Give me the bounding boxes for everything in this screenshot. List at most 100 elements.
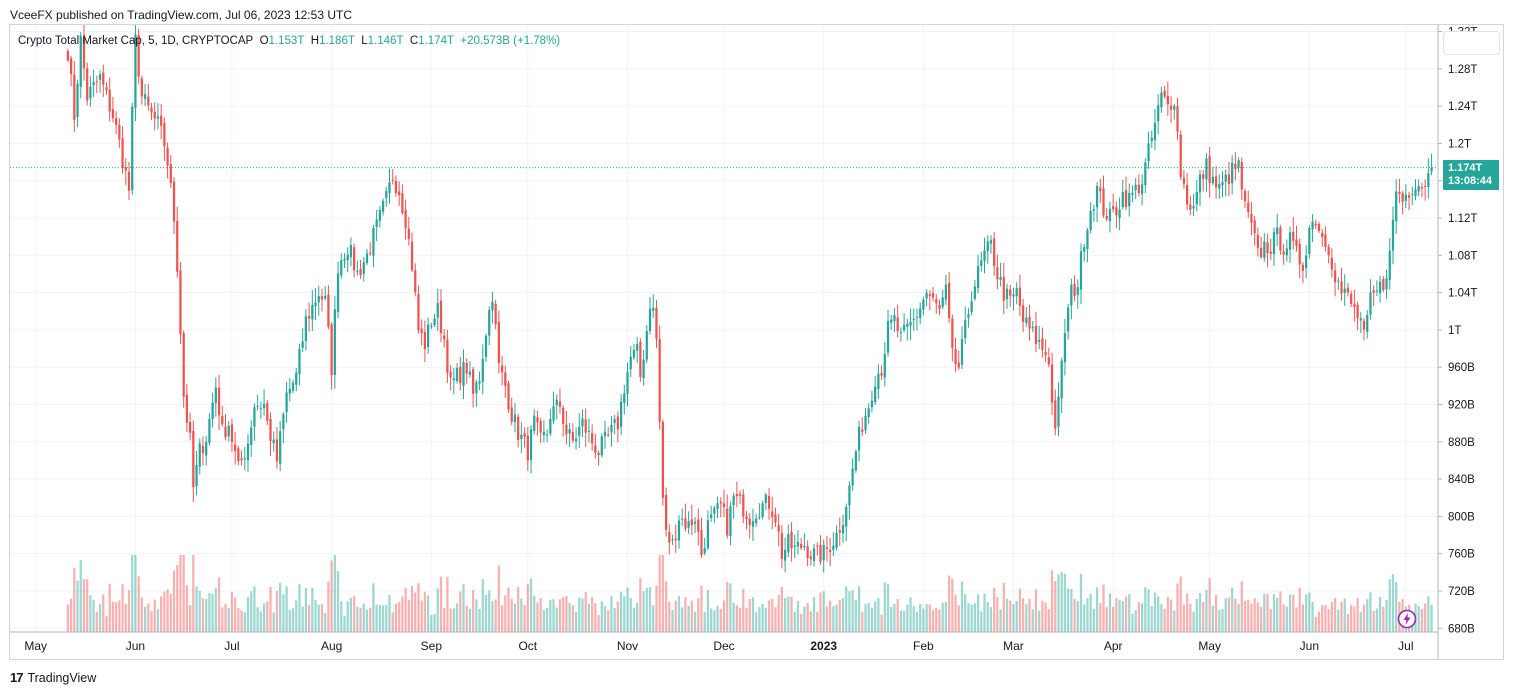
lightning-icon[interactable]	[1397, 609, 1417, 629]
candle-body	[426, 324, 430, 347]
last-price-value: 1.174T	[1448, 162, 1483, 174]
volume-bar	[288, 610, 291, 632]
volume-bar	[221, 607, 224, 632]
volume-bar	[1186, 593, 1189, 632]
candle-body	[359, 269, 362, 276]
volume-bar	[645, 587, 648, 632]
volume-bar	[449, 608, 452, 632]
volume-bar	[369, 607, 372, 632]
volume-bar	[1166, 596, 1169, 632]
y-tick-label: 960B	[1448, 362, 1475, 374]
volume-bar	[491, 601, 494, 632]
candle-body	[1099, 187, 1102, 192]
candle-body	[861, 429, 864, 432]
volume-bar	[1073, 598, 1076, 632]
volume-bar	[378, 605, 381, 632]
volume-bar	[307, 604, 311, 632]
candle-body	[555, 399, 558, 406]
volume-bar	[616, 601, 619, 632]
candle-body	[1269, 251, 1272, 254]
volume-bar	[787, 596, 790, 632]
candle-body	[1140, 184, 1144, 194]
volume-bar	[1134, 610, 1137, 632]
candle-body	[436, 303, 439, 318]
candle-body	[446, 339, 449, 373]
candle-body	[150, 107, 153, 113]
candle-body	[343, 259, 346, 262]
volume-bar	[1115, 598, 1118, 632]
volume-bar	[1118, 599, 1121, 632]
x-tick-label: Jul	[224, 639, 239, 653]
volume-bar	[1214, 594, 1218, 632]
volume-bar	[1324, 604, 1327, 632]
volume-bar	[886, 584, 890, 632]
volume-bar	[1301, 604, 1305, 632]
volume-bar	[1243, 600, 1247, 632]
candle-body	[111, 109, 115, 119]
volume-bar	[433, 614, 436, 632]
candle-body	[652, 307, 655, 311]
candle-body	[513, 414, 517, 423]
volume-bar	[127, 590, 131, 632]
candle-body	[1076, 287, 1079, 295]
volume-bar	[279, 582, 282, 632]
candle-body	[970, 301, 973, 313]
candle-body	[1060, 360, 1063, 399]
candle-body	[1202, 174, 1205, 180]
volume-bar	[684, 597, 687, 632]
volume-bar	[857, 586, 861, 632]
volume-bar	[1224, 598, 1227, 632]
volume-bar	[774, 607, 777, 632]
candle-body	[616, 416, 619, 430]
volume-bar	[925, 604, 928, 632]
volume-bar	[571, 605, 574, 632]
candle-body	[388, 182, 391, 194]
candle-body	[944, 284, 948, 300]
candle-body	[1285, 248, 1288, 256]
candle-body	[1333, 270, 1337, 283]
volume-bar	[726, 581, 729, 632]
candle-body	[623, 393, 626, 404]
candle-body	[1073, 283, 1076, 296]
candle-body	[259, 407, 262, 409]
candle-body	[98, 74, 102, 80]
candle-body	[851, 468, 854, 486]
candle-body	[787, 534, 790, 553]
candle-body	[1247, 202, 1250, 213]
x-tick-label: Aug	[321, 639, 342, 653]
volume-bar	[790, 596, 793, 632]
candle-body	[73, 74, 76, 120]
volume-bar	[1195, 599, 1198, 632]
candle-body	[1366, 315, 1369, 332]
volume-bar	[1128, 594, 1131, 632]
candle-body	[282, 414, 285, 430]
candle-body	[533, 415, 536, 431]
candle-body	[230, 424, 234, 442]
price-scale-control[interactable]	[1443, 31, 1500, 55]
volume-bar	[607, 610, 610, 632]
volume-bar	[1314, 616, 1317, 632]
volume-bar	[587, 603, 591, 632]
candle-body	[619, 401, 623, 427]
candle-body	[269, 418, 272, 442]
volume-bar	[497, 565, 500, 632]
volume-bar	[957, 605, 960, 632]
candle-body	[639, 341, 642, 377]
volume-bar	[166, 589, 169, 632]
candle-body	[478, 381, 481, 384]
candle-body	[1237, 160, 1240, 168]
candle-body	[748, 518, 751, 525]
candle-body	[1420, 187, 1424, 189]
candle-body	[1372, 290, 1375, 293]
candle-body	[1234, 163, 1237, 170]
candle-body	[732, 495, 735, 506]
volume-bar	[732, 602, 735, 632]
volume-bar	[829, 600, 832, 632]
y-tick-label: 760B	[1448, 549, 1475, 561]
low-label: L	[361, 35, 368, 47]
volume-bar	[1424, 603, 1427, 632]
countdown-timer: 13:08:44	[1448, 175, 1493, 187]
candle-body	[420, 328, 423, 334]
y-tick-label: 1.24T	[1448, 101, 1477, 113]
